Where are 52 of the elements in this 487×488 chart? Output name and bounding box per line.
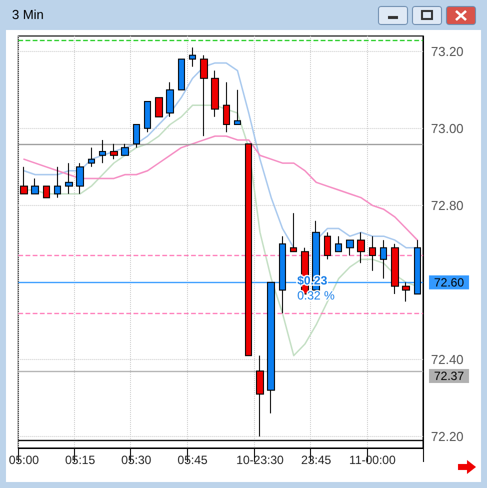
y-tick-label: 73.20 bbox=[431, 44, 464, 59]
candlestick bbox=[166, 82, 174, 118]
candlestick bbox=[121, 143, 129, 156]
candlestick bbox=[178, 58, 185, 90]
candlestick bbox=[234, 89, 241, 126]
chart-title: 3 Min bbox=[12, 7, 44, 22]
candlestick bbox=[155, 97, 163, 118]
candlestick bbox=[290, 212, 297, 252]
candlestick bbox=[245, 143, 252, 356]
candlestick bbox=[279, 236, 286, 314]
candlestick bbox=[20, 166, 28, 194]
candlestick bbox=[110, 143, 118, 160]
candlestick bbox=[99, 139, 106, 164]
candlestick bbox=[346, 240, 354, 256]
x-tick-label: 23:45 bbox=[301, 453, 332, 467]
candlestick bbox=[391, 243, 399, 294]
candlestick bbox=[223, 82, 230, 133]
y-tick-label: 72.40 bbox=[431, 352, 464, 367]
candlestick bbox=[324, 232, 331, 260]
y-tick-label: 72.20 bbox=[431, 428, 464, 444]
candlestick bbox=[211, 70, 219, 118]
candlestick bbox=[402, 282, 410, 302]
line-series bbox=[23, 135, 418, 241]
y-tick-label: 72.80 bbox=[431, 198, 464, 213]
candlestick bbox=[133, 124, 140, 148]
candlestick bbox=[189, 47, 196, 68]
x-tick-label: 05:30 bbox=[121, 453, 152, 467]
candlestick bbox=[65, 162, 73, 194]
candlestick bbox=[335, 236, 342, 252]
ref-line-label: 72.60 bbox=[434, 275, 464, 290]
annotation: $0.23 bbox=[297, 273, 328, 288]
ref-line-label: 72.37 bbox=[434, 368, 464, 383]
candlestick bbox=[200, 54, 208, 137]
candlestick bbox=[43, 186, 50, 198]
candlestick bbox=[76, 162, 84, 194]
x-tick-label: 05:15 bbox=[65, 453, 96, 467]
candlestick bbox=[380, 240, 387, 280]
x-tick-label: 10-23:30 bbox=[236, 453, 284, 467]
candlestick bbox=[414, 240, 421, 294]
candlestick bbox=[267, 282, 275, 414]
candlestick bbox=[88, 147, 95, 168]
x-tick-label: 11-00:00 bbox=[349, 453, 396, 467]
annotation: 0.32 % bbox=[297, 288, 335, 302]
y-tick-label: 73.00 bbox=[431, 120, 464, 136]
candlestick bbox=[144, 100, 151, 133]
x-tick-label: 05:00 bbox=[8, 453, 40, 467]
candlestick bbox=[256, 355, 264, 437]
candlestick bbox=[54, 166, 61, 198]
candlestick bbox=[31, 178, 39, 194]
x-tick-label: 05:45 bbox=[178, 453, 208, 467]
candlestick bbox=[357, 232, 365, 264]
candlestick bbox=[369, 236, 376, 272]
